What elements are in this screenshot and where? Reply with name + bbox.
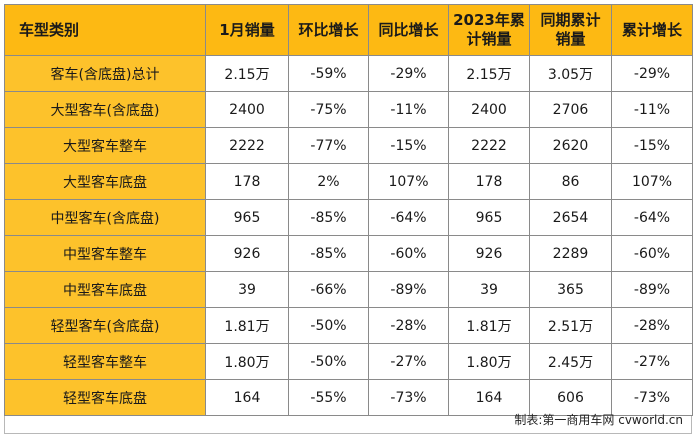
cell-same-period-cumulative: 2.45万 xyxy=(529,343,612,380)
header-cumulative-growth: 累计增长 xyxy=(611,4,693,56)
cell-cumulative-2023: 178 xyxy=(448,163,530,200)
cell-yoy-growth: 107% xyxy=(368,163,449,200)
cell-same-period-cumulative: 2706 xyxy=(529,91,612,128)
cell-vehicle-type: 客车(含底盘)总计 xyxy=(4,55,206,92)
cell-same-period-cumulative: 2620 xyxy=(529,127,612,164)
cell-vehicle-type: 轻型客车整车 xyxy=(4,343,206,380)
table-row: 轻型客车底盘 164 -55% -73% 164 606 -73% xyxy=(4,379,693,416)
cell-cumulative-growth: -89% xyxy=(611,271,693,308)
cell-yoy-growth: -28% xyxy=(368,307,449,344)
table-row: 中型客车整车 926 -85% -60% 926 2289 -60% xyxy=(4,235,693,272)
table-row: 中型客车(含底盘) 965 -85% -64% 965 2654 -64% xyxy=(4,199,693,236)
header-2023-cumulative: 2023年累 计销量 xyxy=(448,4,530,56)
cell-same-period-cumulative: 3.05万 xyxy=(529,55,612,92)
cell-yoy-growth: -89% xyxy=(368,271,449,308)
cell-cumulative-2023: 1.81万 xyxy=(448,307,530,344)
cell-yoy-growth: -64% xyxy=(368,199,449,236)
cell-mom-growth: -77% xyxy=(288,127,369,164)
cell-cumulative-2023: 39 xyxy=(448,271,530,308)
cell-yoy-growth: -60% xyxy=(368,235,449,272)
cell-same-period-cumulative: 2289 xyxy=(529,235,612,272)
cell-vehicle-type: 轻型客车(含底盘) xyxy=(4,307,206,344)
cell-cumulative-2023: 965 xyxy=(448,199,530,236)
cell-jan-sales: 39 xyxy=(205,271,289,308)
header-yoy-growth: 同比增长 xyxy=(368,4,449,56)
cell-same-period-cumulative: 365 xyxy=(529,271,612,308)
cell-same-period-cumulative: 606 xyxy=(529,379,612,416)
table-row: 中型客车底盘 39 -66% -89% 39 365 -89% xyxy=(4,271,693,308)
table-header-row: 车型类别 1月销量 环比增长 同比增长 2023年累 计销量 同期累计 销量 累… xyxy=(4,4,693,56)
cell-cumulative-growth: -60% xyxy=(611,235,693,272)
table-row: 大型客车(含底盘) 2400 -75% -11% 2400 2706 -11% xyxy=(4,91,693,128)
cell-jan-sales: 1.81万 xyxy=(205,307,289,344)
cell-mom-growth: -85% xyxy=(288,199,369,236)
table-row: 大型客车整车 2222 -77% -15% 2222 2620 -15% xyxy=(4,127,693,164)
cell-mom-growth: 2% xyxy=(288,163,369,200)
cell-cumulative-growth: -64% xyxy=(611,199,693,236)
table-row: 大型客车底盘 178 2% 107% 178 86 107% xyxy=(4,163,693,200)
cell-same-period-cumulative: 2.51万 xyxy=(529,307,612,344)
cell-cumulative-2023: 2.15万 xyxy=(448,55,530,92)
cell-yoy-growth: -15% xyxy=(368,127,449,164)
cell-cumulative-growth: -29% xyxy=(611,55,693,92)
cell-cumulative-2023: 926 xyxy=(448,235,530,272)
cell-jan-sales: 2.15万 xyxy=(205,55,289,92)
cell-same-period-cumulative: 2654 xyxy=(529,199,612,236)
cell-vehicle-type: 中型客车(含底盘) xyxy=(4,199,206,236)
table-row: 客车(含底盘)总计 2.15万 -59% -29% 2.15万 3.05万 -29% xyxy=(4,55,693,92)
cell-cumulative-growth: -28% xyxy=(611,307,693,344)
header-mom-growth: 环比增长 xyxy=(288,4,369,56)
cell-yoy-growth: -27% xyxy=(368,343,449,380)
cell-vehicle-type: 中型客车底盘 xyxy=(4,271,206,308)
cell-jan-sales: 164 xyxy=(205,379,289,416)
cell-jan-sales: 178 xyxy=(205,163,289,200)
cell-yoy-growth: -11% xyxy=(368,91,449,128)
cell-jan-sales: 1.80万 xyxy=(205,343,289,380)
cell-yoy-growth: -73% xyxy=(368,379,449,416)
cell-mom-growth: -50% xyxy=(288,307,369,344)
cell-cumulative-2023: 164 xyxy=(448,379,530,416)
cell-mom-growth: -50% xyxy=(288,343,369,380)
sales-table: 车型类别 1月销量 环比增长 同比增长 2023年累 计销量 同期累计 销量 累… xyxy=(4,4,693,416)
cell-yoy-growth: -29% xyxy=(368,55,449,92)
cell-vehicle-type: 轻型客车底盘 xyxy=(4,379,206,416)
cell-vehicle-type: 大型客车底盘 xyxy=(4,163,206,200)
cell-mom-growth: -59% xyxy=(288,55,369,92)
cell-same-period-cumulative: 86 xyxy=(529,163,612,200)
cell-jan-sales: 965 xyxy=(205,199,289,236)
header-same-period-cumulative: 同期累计 销量 xyxy=(529,4,612,56)
cell-cumulative-growth: 107% xyxy=(611,163,693,200)
header-jan-sales: 1月销量 xyxy=(205,4,289,56)
cell-mom-growth: -85% xyxy=(288,235,369,272)
cell-cumulative-growth: -73% xyxy=(611,379,693,416)
cell-cumulative-2023: 1.80万 xyxy=(448,343,530,380)
cell-jan-sales: 2222 xyxy=(205,127,289,164)
cell-cumulative-2023: 2400 xyxy=(448,91,530,128)
table-row: 轻型客车(含底盘) 1.81万 -50% -28% 1.81万 2.51万 -28% xyxy=(4,307,693,344)
cell-jan-sales: 2400 xyxy=(205,91,289,128)
cell-cumulative-growth: -27% xyxy=(611,343,693,380)
cell-jan-sales: 926 xyxy=(205,235,289,272)
cell-vehicle-type: 中型客车整车 xyxy=(4,235,206,272)
cell-cumulative-2023: 2222 xyxy=(448,127,530,164)
cell-vehicle-type: 大型客车(含底盘) xyxy=(4,91,206,128)
table-row: 轻型客车整车 1.80万 -50% -27% 1.80万 2.45万 -27% xyxy=(4,343,693,380)
cell-vehicle-type: 大型客车整车 xyxy=(4,127,206,164)
cell-mom-growth: -75% xyxy=(288,91,369,128)
header-vehicle-type: 车型类别 xyxy=(4,4,206,56)
cell-cumulative-growth: -11% xyxy=(611,91,693,128)
cell-mom-growth: -66% xyxy=(288,271,369,308)
source-note: 制表:第一商用车网 cvworld.cn xyxy=(514,413,683,427)
cell-cumulative-growth: -15% xyxy=(611,127,693,164)
cell-mom-growth: -55% xyxy=(288,379,369,416)
